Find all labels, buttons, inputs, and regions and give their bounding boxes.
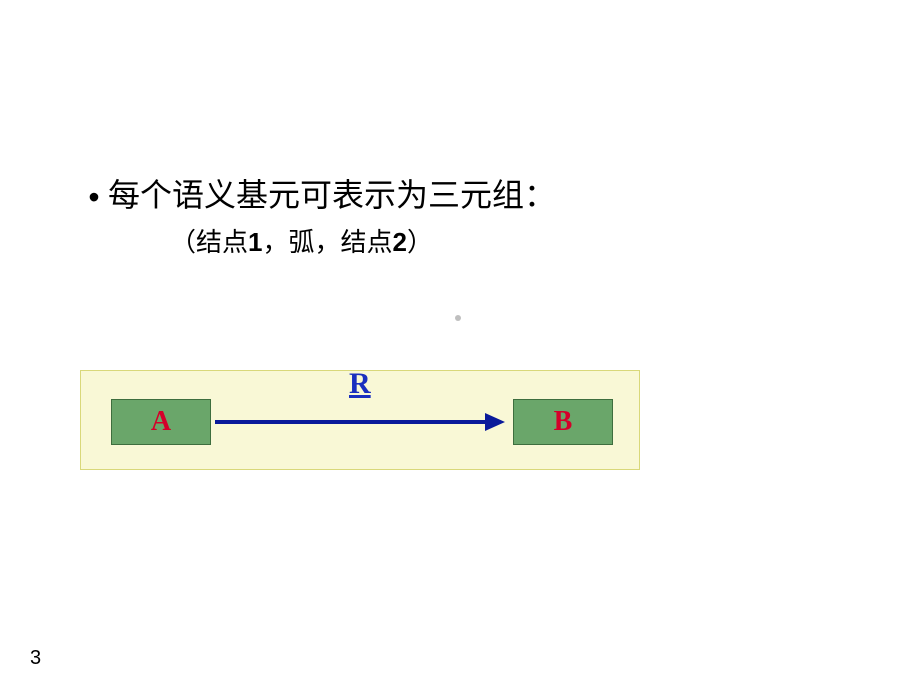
sub-close: ）	[407, 227, 433, 257]
sub-mid: ，弧，结点	[262, 227, 392, 257]
sub-n2: 2	[393, 227, 407, 257]
node-b-label: B	[554, 406, 573, 438]
bullet-line: •每个语义基元可表示为三元组：	[80, 170, 556, 216]
triple-description: （结点1，弧，结点2）	[170, 222, 433, 259]
node-b: B	[513, 399, 613, 445]
bullet-text: 每个语义基元可表示为三元组：	[108, 177, 556, 213]
diagram-panel: A R B	[80, 370, 640, 470]
center-marker	[455, 315, 461, 321]
edge-label: R	[349, 367, 371, 401]
sub-n1: 1	[248, 227, 262, 257]
bullet-dot: •	[80, 179, 108, 216]
sub-open: （结点	[170, 227, 248, 257]
page-number: 3	[30, 647, 41, 670]
